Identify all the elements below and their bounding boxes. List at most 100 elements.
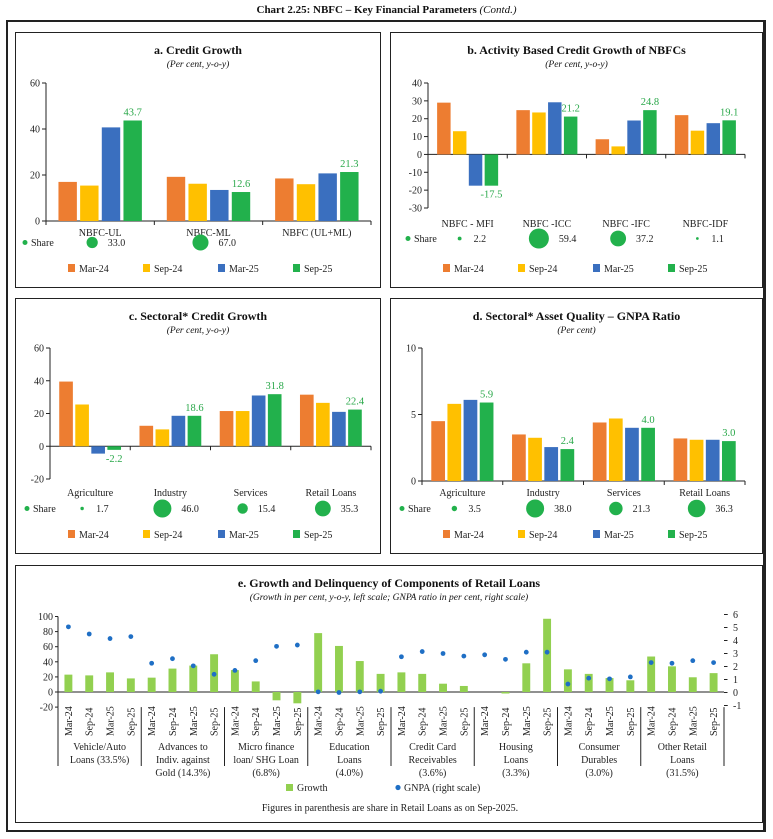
gnpa-dot bbox=[648, 660, 654, 665]
share-value: 59.4 bbox=[559, 234, 577, 245]
share-value: 2.2 bbox=[474, 234, 487, 245]
period-label: Mar-25 bbox=[189, 706, 200, 736]
category-label: NBFC-UL bbox=[79, 228, 122, 239]
category-label: NBFC -IFC bbox=[602, 219, 650, 230]
growth-bar bbox=[688, 677, 697, 692]
panel-subtitle: (Per cent, y-o-y) bbox=[166, 60, 230, 70]
growth-bar bbox=[418, 673, 427, 692]
left-tick-label: 40 bbox=[43, 657, 53, 668]
left-tick-label: 60 bbox=[43, 642, 53, 653]
legend-label: Mar-24 bbox=[454, 530, 484, 541]
bar-mar-24 bbox=[58, 181, 77, 221]
period-label: Sep-24 bbox=[334, 708, 345, 736]
category-label: NBFC-IDF bbox=[683, 219, 729, 230]
bar-mar-25 bbox=[463, 399, 478, 481]
bar-mar-24 bbox=[166, 176, 186, 221]
legend-swatch bbox=[143, 264, 150, 272]
y-tick-label: 40 bbox=[412, 79, 422, 90]
y-tick-label: 0 bbox=[35, 217, 40, 228]
group-label: Receivables bbox=[408, 755, 456, 766]
gnpa-dot bbox=[523, 649, 529, 655]
group-label: Vehicle/Auto bbox=[73, 742, 126, 753]
period-label: Sep-24 bbox=[251, 708, 262, 736]
legend-label: Sep-25 bbox=[679, 530, 707, 541]
period-label: Sep-25 bbox=[293, 708, 304, 736]
share-bubble bbox=[237, 503, 248, 514]
bar-mar-24 bbox=[299, 394, 314, 447]
period-label: Mar-25 bbox=[106, 706, 117, 736]
group-label: Loans bbox=[504, 755, 529, 766]
data-label: 18.6 bbox=[185, 403, 203, 414]
group-label: Credit Card bbox=[409, 742, 456, 753]
category-label: Industry bbox=[526, 488, 559, 499]
gnpa-dot bbox=[149, 660, 155, 666]
data-label: 22.4 bbox=[346, 397, 365, 408]
period-label: Sep-25 bbox=[709, 708, 720, 736]
left-tick-label: -20 bbox=[40, 703, 53, 714]
gnpa-dot bbox=[482, 652, 488, 658]
legend-swatch bbox=[443, 530, 450, 538]
gnpa-dot bbox=[294, 642, 300, 648]
period-label: Sep-25 bbox=[543, 708, 554, 736]
category-label: NBFC - MFI bbox=[442, 219, 494, 230]
legend-swatch bbox=[68, 530, 75, 538]
y-tick-label: 60 bbox=[30, 79, 40, 90]
panel-subtitle: (Per cent) bbox=[557, 326, 596, 336]
right-tick-label: 4 bbox=[733, 636, 738, 647]
group-label: (4.0%) bbox=[336, 768, 364, 779]
y-tick-label: 20 bbox=[412, 114, 422, 125]
y-tick-label: 20 bbox=[30, 171, 40, 182]
share-bubble bbox=[80, 506, 84, 511]
gnpa-dot bbox=[315, 689, 321, 695]
bar-mar-25 bbox=[91, 446, 105, 454]
bar-sep-25 bbox=[484, 154, 499, 186]
bar-mar-24 bbox=[431, 421, 446, 481]
category-label: Agriculture bbox=[439, 488, 486, 499]
gnpa-dot bbox=[690, 658, 696, 664]
period-label: Mar-25 bbox=[605, 706, 616, 736]
data-label: 19.1 bbox=[720, 107, 738, 118]
group-label: (31.5%) bbox=[666, 768, 699, 779]
data-label: 12.6 bbox=[232, 179, 250, 190]
share-bubble bbox=[526, 499, 545, 518]
group-label: Loans bbox=[337, 755, 362, 766]
bar-mar-24 bbox=[512, 434, 526, 481]
y-tick-label: 10 bbox=[406, 344, 416, 355]
growth-bar bbox=[543, 618, 552, 692]
legend-swatch bbox=[518, 530, 525, 538]
gnpa-dot bbox=[627, 674, 633, 680]
growth-bar bbox=[168, 668, 177, 692]
data-label: 24.8 bbox=[641, 97, 659, 108]
gnpa-dot bbox=[378, 688, 383, 694]
share-value: 36.3 bbox=[715, 504, 733, 515]
growth-bar bbox=[668, 666, 676, 692]
y-tick-label: -20 bbox=[409, 186, 422, 197]
gnpa-dot bbox=[544, 649, 550, 655]
legend-swatch bbox=[218, 530, 225, 538]
bar-mar-24 bbox=[673, 438, 688, 481]
bar-sep-24 bbox=[608, 418, 623, 481]
period-label: Mar-24 bbox=[230, 706, 241, 736]
growth-bar bbox=[709, 673, 718, 692]
activity-credit-growth-chart: -30 -20 -10 0 10 20 30 40 -17.5 NBFC - MFI 2.2 21.2… bbox=[405, 79, 746, 275]
legend-swatch bbox=[668, 264, 675, 272]
bar-sep-24 bbox=[296, 184, 316, 221]
share-bubble bbox=[451, 505, 458, 512]
growth-bar bbox=[251, 681, 260, 692]
panel-activity-credit-growth: b. Activity Based Credit Growth of NBFCs… bbox=[390, 32, 763, 288]
category-label: NBFC -ICC bbox=[523, 219, 572, 230]
bar-mar-25 bbox=[468, 154, 483, 186]
bar-sep-25 bbox=[348, 409, 362, 447]
growth-bar bbox=[459, 685, 468, 692]
gnpa-dot bbox=[586, 675, 592, 681]
bar-sep-24 bbox=[316, 402, 330, 447]
growth-bar bbox=[355, 661, 364, 692]
period-label: Mar-24 bbox=[647, 706, 658, 736]
gnpa-dot bbox=[607, 676, 612, 682]
bar-sep-24 bbox=[75, 404, 89, 447]
bar-sep-25 bbox=[479, 402, 494, 481]
bar-mar-24 bbox=[592, 422, 607, 481]
category-label: Retail Loans bbox=[305, 488, 356, 499]
share-legend-dot bbox=[22, 240, 28, 245]
